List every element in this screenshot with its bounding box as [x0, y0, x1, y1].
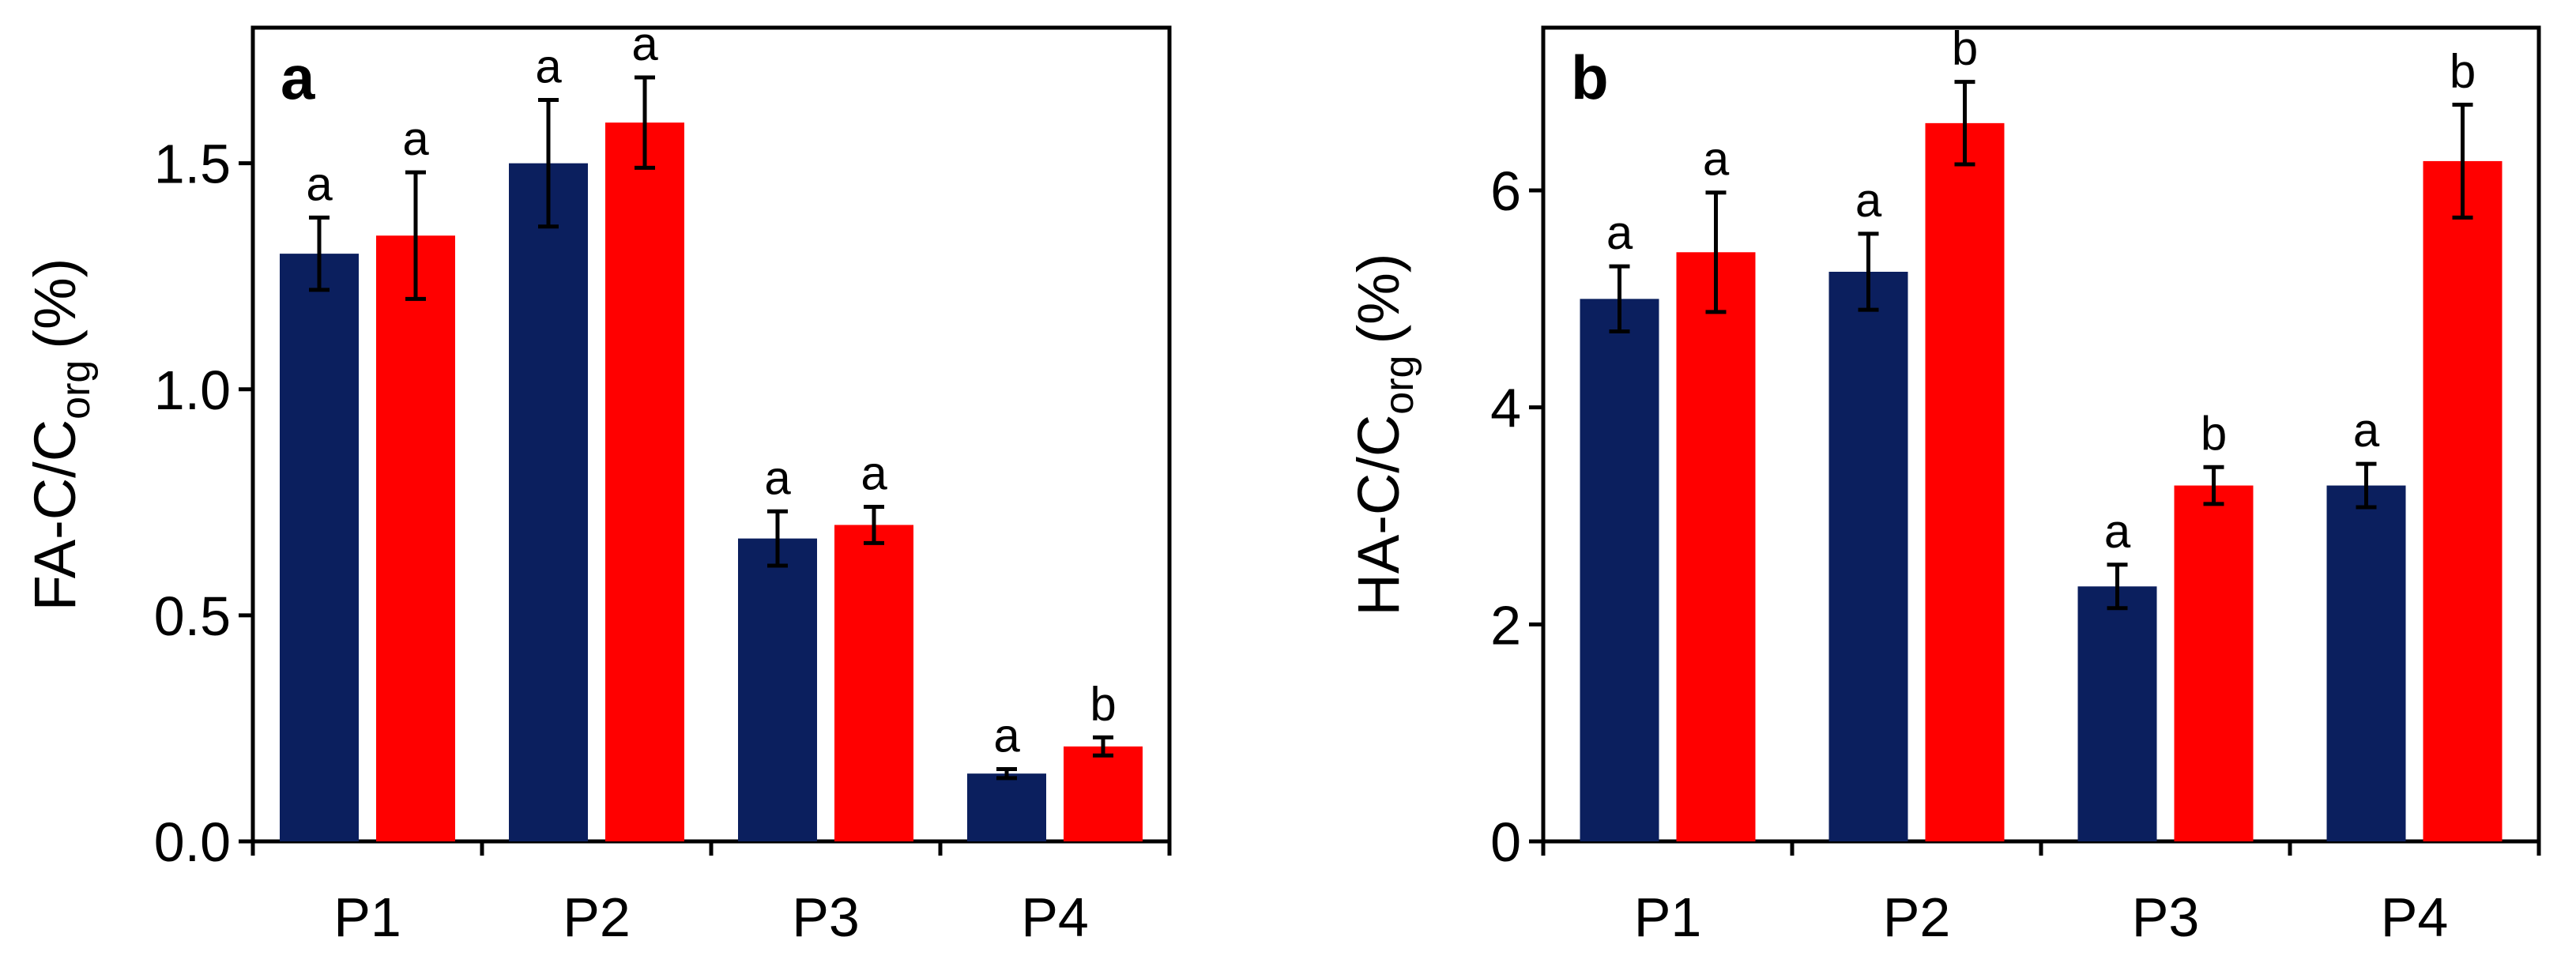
y-tick-label: 4	[1490, 378, 1521, 439]
bar-series-2-p2	[1925, 122, 2005, 841]
category-label: P1	[333, 886, 401, 948]
significance-letter: a	[306, 157, 333, 210]
significance-letter: a	[2353, 404, 2380, 457]
panel-a: 0.00.51.01.5P1 P2 P3 P4aaaaaaabaFA-C/Corg(%…	[22, 17, 1172, 948]
category-label: P3	[792, 886, 860, 948]
category-label: P1	[1634, 886, 1702, 948]
significance-letter: a	[2104, 505, 2131, 558]
y-axis-title-subscript: org	[1377, 356, 1422, 415]
y-tick-label: 1.0	[154, 359, 231, 421]
y-tick-label: 6	[1490, 160, 1521, 222]
bar-series-1-p4	[967, 773, 1046, 841]
significance-letter: b	[1952, 22, 1978, 75]
significance-letter: b	[2450, 45, 2476, 98]
bar-series-1-p1	[280, 254, 359, 842]
significance-letter: a	[1855, 174, 1882, 227]
category-label: P2	[563, 886, 631, 948]
bar-series-1-p2	[1828, 272, 1908, 841]
y-axis-title-main: HA-C/C	[1346, 415, 1411, 616]
category-label: P4	[1021, 886, 1089, 948]
significance-letter: a	[631, 17, 658, 70]
significance-letter: b	[1090, 677, 1116, 730]
bar-series-2-p1	[376, 235, 455, 841]
bar-series-2-p2	[605, 122, 684, 841]
significance-letter: a	[1606, 206, 1633, 259]
significance-letter: a	[764, 451, 791, 504]
bar-series-2-p4	[1064, 746, 1143, 841]
significance-letter: a	[535, 40, 562, 93]
y-axis-title-subscript: org	[53, 360, 99, 420]
y-tick-label: 0.0	[154, 811, 231, 873]
category-label: P4	[2381, 886, 2449, 948]
y-tick-label: 1.5	[154, 134, 231, 195]
significance-letter: a	[402, 112, 429, 165]
significance-letter: a	[1703, 133, 1730, 186]
bar-series-2-p3	[2174, 485, 2254, 841]
bar-series-2-p1	[1676, 252, 1756, 841]
category-label: P2	[1883, 886, 1951, 948]
panel-label: a	[281, 43, 315, 112]
panel-label: b	[1571, 43, 1609, 112]
category-label: P3	[2132, 886, 2200, 948]
bar-series-2-p4	[2423, 160, 2503, 842]
bar-series-1-p4	[2326, 485, 2406, 841]
bar-series-1-p1	[1580, 299, 1659, 841]
bar-series-2-p3	[834, 525, 913, 841]
significance-letter: a	[861, 447, 887, 500]
y-tick-label: 0	[1490, 811, 1521, 873]
significance-letter: b	[2201, 407, 2227, 460]
significance-letter: a	[993, 709, 1020, 762]
y-axis-title-unit: (%)	[1346, 253, 1411, 344]
panel-b: 0 2 4 6 P1 P2 P3 P4 a a a a a b b b b HA-C/Corg (%)	[1346, 22, 2541, 948]
y-axis-title-main: FA-C/C	[22, 420, 88, 611]
bar-series-1-p2	[509, 163, 588, 841]
y-tick-label: 0.5	[154, 585, 231, 647]
y-axis-title: HA-C/Corg (%)	[1346, 253, 1422, 615]
y-axis-title-unit: (%)	[22, 258, 88, 349]
bar-series-1-p3	[738, 538, 817, 841]
y-tick-label: 2	[1490, 594, 1521, 656]
y-axis-title: FA-C/Corg (%)	[22, 258, 99, 611]
bar-series-1-p3	[2077, 586, 2157, 841]
